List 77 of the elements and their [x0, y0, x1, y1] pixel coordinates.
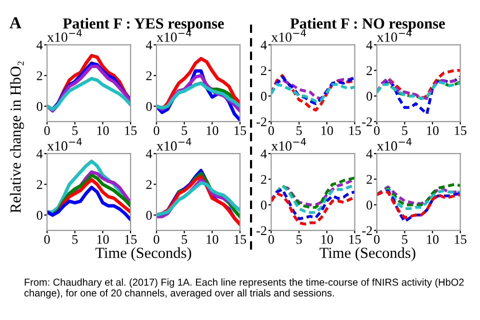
- y-tick-label: 2: [36, 71, 42, 80]
- text: x10$^{−4}$: [376, 138, 412, 151]
- x-tick-label: 0: [44, 234, 50, 244]
- text: x10$^{−4}$: [156, 138, 192, 151]
- x-tick-label: 15: [349, 235, 361, 244]
- y-tick-label: -2: [256, 117, 266, 126]
- x-tick-label: 10: [321, 234, 333, 244]
- x-tick-label: 10: [97, 126, 109, 136]
- x-axis-title: Time (Seconds): [95, 247, 192, 262]
- line-series: [271, 188, 355, 220]
- y-tick-label: 4: [366, 149, 372, 158]
- x-tick-label: 5: [72, 126, 78, 136]
- y-tick-label: -2: [362, 226, 372, 235]
- text: x10$^{−4}$: [271, 29, 306, 42]
- y-tick-label: 2: [366, 66, 372, 75]
- y-tick-label: 2: [36, 180, 42, 189]
- x-tick-label: 0: [374, 234, 380, 244]
- x-tick-label: 10: [427, 234, 439, 244]
- x-tick-label: 10: [206, 234, 218, 244]
- x-tick-label: 5: [182, 235, 188, 244]
- y-tick-label: 0: [146, 102, 152, 111]
- y-tick-label: 4: [146, 149, 152, 158]
- y-tick-label: 4: [146, 40, 152, 50]
- y-tick-label: 0: [260, 92, 267, 101]
- x-tick-label: 0: [44, 126, 50, 136]
- line-series: [271, 75, 355, 106]
- y-tick-label: 0: [146, 210, 152, 220]
- text: x10$^{−4}$: [271, 138, 306, 151]
- y-tick-label: 4: [260, 149, 267, 158]
- x-tick-label: 10: [206, 126, 218, 136]
- x-tick-label: 5: [72, 235, 78, 244]
- x-tick-label: 5: [402, 235, 408, 244]
- x-tick-label: 10: [321, 126, 333, 136]
- y-tick-label: 2: [146, 71, 152, 80]
- y-tick-label: 2: [261, 175, 266, 184]
- x-axis-title: Time (Seconds): [320, 247, 416, 262]
- y-tick-label: 0: [36, 102, 42, 111]
- x-tick-label: 0: [154, 234, 160, 244]
- y-tick-label: -2: [256, 226, 266, 235]
- x-tick-label: 0: [374, 126, 380, 136]
- x-tick-label: 0: [268, 126, 274, 136]
- x-tick-label: 0: [154, 126, 160, 136]
- y-tick-label: 0: [366, 92, 372, 101]
- x-tick-label: 15: [454, 126, 466, 136]
- y-tick-label: 0: [366, 200, 372, 210]
- x-tick-label: 0: [268, 234, 274, 244]
- y-axis-title: Relative change in HbO₂: [10, 62, 24, 213]
- text: A: [10, 17, 22, 28]
- x-tick-label: 15: [125, 126, 137, 136]
- y-tick-label: 4: [36, 40, 43, 50]
- text: From: Chaudhary et al. (2017) Fig 1A. Each line represents the time-course of fNIRS activity (HbO2 change), for one of 20 channels, averaged over all trials and sessions.: [24, 278, 464, 298]
- y-tick-label: 2: [261, 66, 266, 75]
- y-tick-label: -2: [362, 117, 372, 126]
- x-tick-label: 5: [296, 126, 302, 136]
- x-tick-label: 5: [296, 235, 302, 244]
- x-tick-label: 5: [182, 126, 188, 136]
- x-tick-label: 15: [234, 126, 246, 136]
- line-series: [47, 186, 131, 222]
- y-tick-label: 4: [366, 40, 372, 50]
- x-tick-label: 15: [454, 235, 466, 244]
- line-series: [271, 83, 355, 103]
- x-tick-label: 5: [402, 126, 408, 136]
- x-tick-label: 10: [97, 234, 109, 244]
- x-tick-label: 15: [349, 126, 361, 136]
- line-series: [271, 192, 355, 226]
- y-tick-label: 0: [260, 200, 267, 210]
- line-series: [271, 74, 355, 112]
- x-tick-label: 15: [125, 235, 137, 244]
- y-tick-label: 4: [36, 149, 43, 158]
- x-tick-label: 10: [427, 126, 439, 136]
- y-tick-label: 4: [260, 40, 267, 50]
- line-series: [47, 76, 131, 111]
- y-tick-label: 2: [146, 180, 152, 189]
- y-tick-label: 2: [366, 175, 372, 184]
- y-tick-label: 0: [36, 210, 42, 220]
- x-tick-label: 15: [234, 235, 246, 244]
- text: x10$^{−4}$: [47, 138, 82, 151]
